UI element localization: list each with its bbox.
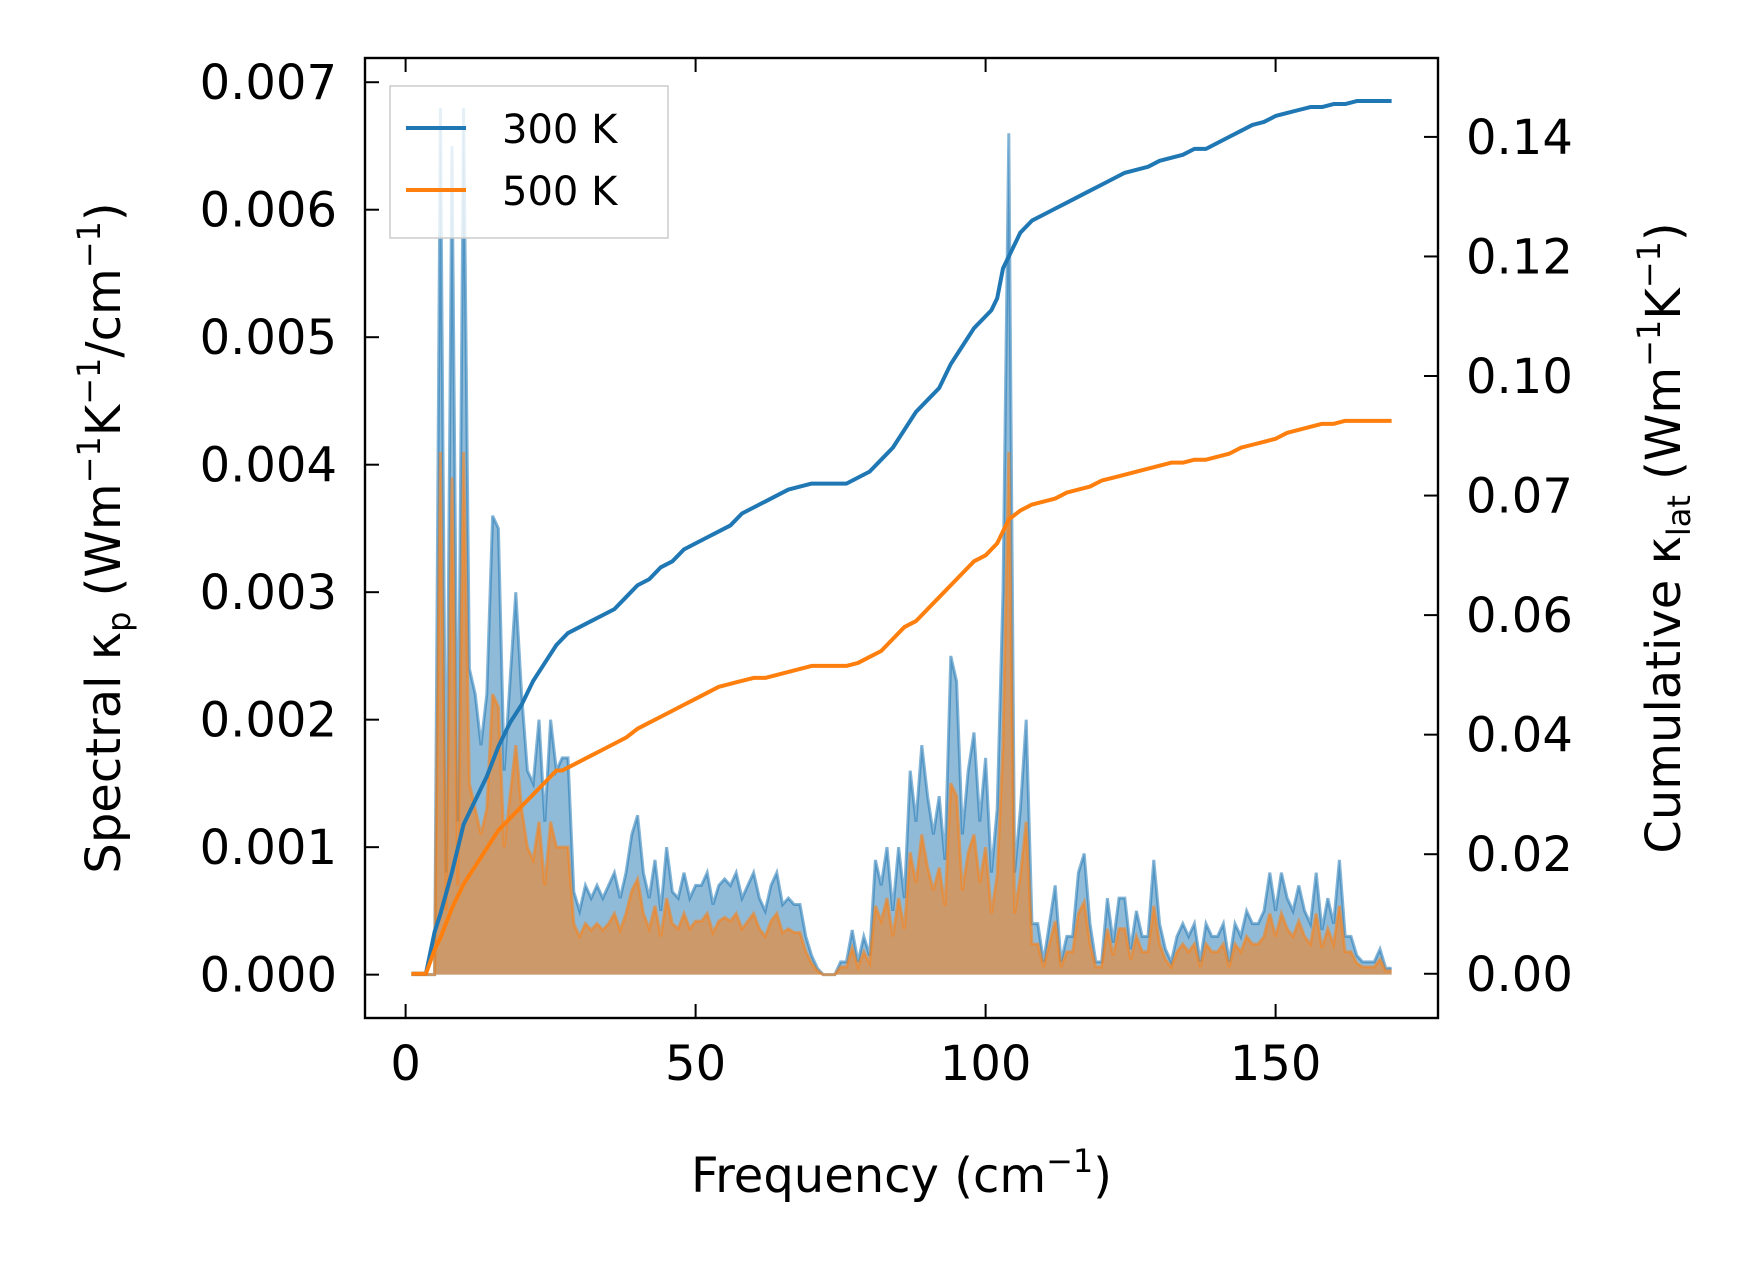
y-axis-right-label: Cumulative κlat (Wm−1K−1) <box>1630 222 1698 853</box>
y-right-tick-label: 0.07 <box>1466 469 1573 525</box>
y-right-tick-label: 0.04 <box>1466 708 1573 764</box>
y-left-tick-label: 0.005 <box>200 310 337 366</box>
legend-box <box>389 85 669 239</box>
spectral-fills <box>411 107 1392 977</box>
y-left-tick-label: 0.007 <box>200 55 337 111</box>
spectral-area-500k <box>411 451 1392 975</box>
x-tick-label: 0 <box>390 1036 421 1092</box>
axis-ticks: 0 50 100 1500.0000.0010.0020.0030.0040.0050… <box>200 55 1573 1092</box>
y-right-tick-label: 0.10 <box>1466 349 1573 405</box>
cumulative-line-500k <box>411 418 1392 976</box>
plot-area <box>411 99 1392 977</box>
x-tick-label: 150 <box>1230 1036 1322 1092</box>
spectral-line-300k <box>411 107 1392 977</box>
y-right-tick-label: 0.02 <box>1466 827 1573 883</box>
y-left-tick-label: 0.004 <box>200 438 337 494</box>
legend-label-300k: 300 K <box>502 107 619 153</box>
cumulative-lines <box>411 99 1392 976</box>
x-axis-label: Frequency (cm−1) <box>691 1142 1112 1204</box>
plot-frame <box>363 56 1440 1020</box>
legend-label-500k: 500 K <box>502 169 619 215</box>
y-right-tick-label: 0.06 <box>1466 588 1573 644</box>
y-left-tick-label: 0.006 <box>200 183 337 239</box>
cumulative-line-300k <box>411 99 1392 976</box>
y-right-tick-label: 0.12 <box>1466 229 1573 285</box>
legend: 300 K 500 K <box>389 85 669 239</box>
y-left-tick-label: 0.001 <box>200 820 337 876</box>
y-right-tick-label: 0.14 <box>1466 110 1573 166</box>
x-tick-label: 100 <box>940 1036 1032 1092</box>
y-left-tick-label: 0.000 <box>200 948 337 1004</box>
spectral-line-500k <box>411 451 1392 977</box>
x-tick-label: 50 <box>665 1036 726 1092</box>
y-left-tick-label: 0.002 <box>200 693 337 749</box>
y-left-tick-label: 0.003 <box>200 565 337 621</box>
y-axis-left-label: Spectral κp (Wm−1K−1/cm−1) <box>70 202 138 873</box>
y-right-tick-label: 0.00 <box>1466 947 1573 1003</box>
